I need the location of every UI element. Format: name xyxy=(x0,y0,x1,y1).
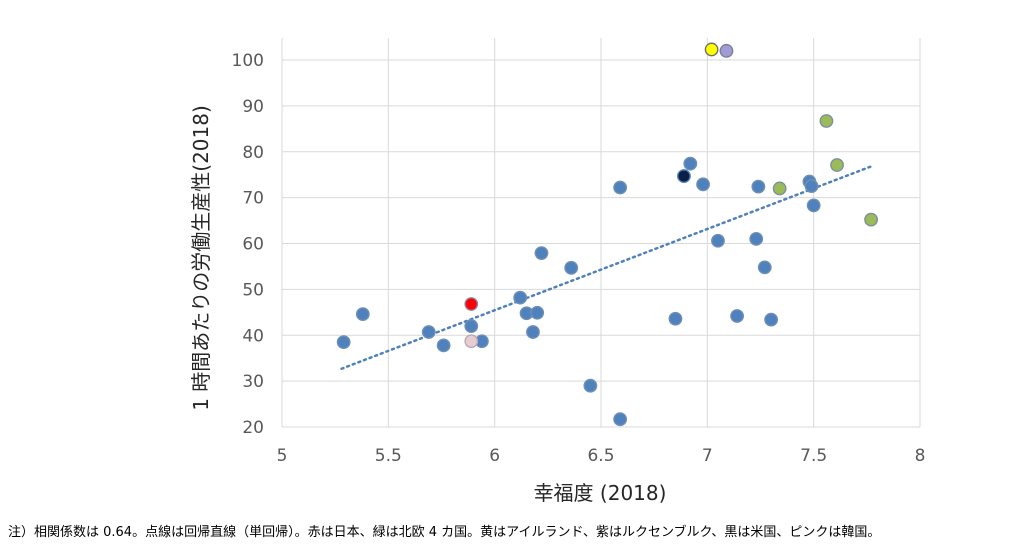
data-point-blue xyxy=(749,232,764,246)
y-tick-label: 100 xyxy=(232,51,264,71)
y-tick-label: 50 xyxy=(242,280,264,300)
x-axis-title: 幸福度 (2018) xyxy=(534,481,667,505)
data-point-blue xyxy=(696,177,710,192)
data-point-red xyxy=(464,297,479,311)
x-tick-label: 7 xyxy=(702,446,713,466)
y-tick-label: 30 xyxy=(242,372,264,392)
data-point-green xyxy=(772,181,787,196)
data-point-blue xyxy=(534,246,549,261)
data-points xyxy=(336,42,878,427)
data-point-yellow xyxy=(704,42,719,57)
data-point-blue xyxy=(730,309,745,323)
data-point-black xyxy=(677,169,691,183)
data-point-blue xyxy=(513,290,528,305)
data-point-blue xyxy=(336,335,351,350)
data-point-blue xyxy=(355,307,370,322)
x-tick-label: 6.5 xyxy=(587,446,614,466)
data-point-blue xyxy=(804,179,819,194)
x-tick-label: 5 xyxy=(277,446,288,466)
footnote: 注）相関係数は 0.64。点線は回帰直線（単回帰）。赤は日本、緑は北欧 4 カ国… xyxy=(8,525,881,540)
data-point-blue xyxy=(564,260,579,275)
x-tick-label: 8 xyxy=(915,446,926,466)
y-tick-label: 40 xyxy=(242,326,264,346)
y-tick-label: 60 xyxy=(242,235,264,255)
data-point-blue xyxy=(806,198,821,213)
data-point-blue xyxy=(613,180,628,195)
grid-lines xyxy=(281,38,921,428)
data-point-blue xyxy=(751,179,766,194)
data-point-green xyxy=(830,158,844,172)
data-point-blue xyxy=(711,233,725,248)
x-tick-label: 6 xyxy=(489,446,500,466)
data-point-blue xyxy=(421,325,436,339)
y-tick-label: 90 xyxy=(242,97,264,117)
data-point-blue xyxy=(583,378,598,393)
y-axis-ticks: 20 30 40 50 60 70 80 90 100 xyxy=(232,51,264,438)
y-tick-label: 80 xyxy=(242,143,264,163)
data-point-blue xyxy=(436,338,451,353)
data-point-blue xyxy=(757,260,772,275)
data-point-blue xyxy=(668,311,683,326)
y-tick-label: 20 xyxy=(242,418,264,438)
data-point-blue xyxy=(464,319,479,333)
trendline xyxy=(340,165,873,370)
data-point-blue xyxy=(526,325,540,339)
data-point-pink xyxy=(464,334,479,349)
data-point-blue xyxy=(764,312,779,327)
data-point-green xyxy=(864,212,878,227)
x-tick-label: 7.5 xyxy=(800,446,827,466)
scatter-chart: 20 30 40 50 60 70 80 90 100 5 5.5 6 6.5 7 7.5 8 幸福度 (2… xyxy=(189,38,926,505)
x-tick-label: 5.5 xyxy=(375,446,402,466)
data-point-green xyxy=(819,114,834,128)
data-point-blue xyxy=(613,412,628,427)
data-point-blue xyxy=(683,156,698,171)
data-point-blue xyxy=(530,305,545,320)
data-point-purple xyxy=(719,43,734,58)
x-axis-ticks: 5 5.5 6 6.5 7 7.5 8 xyxy=(277,446,926,466)
y-axis-title: 1 時間あたりの労働生産性(2018) xyxy=(189,105,213,411)
y-tick-label: 70 xyxy=(242,189,264,209)
